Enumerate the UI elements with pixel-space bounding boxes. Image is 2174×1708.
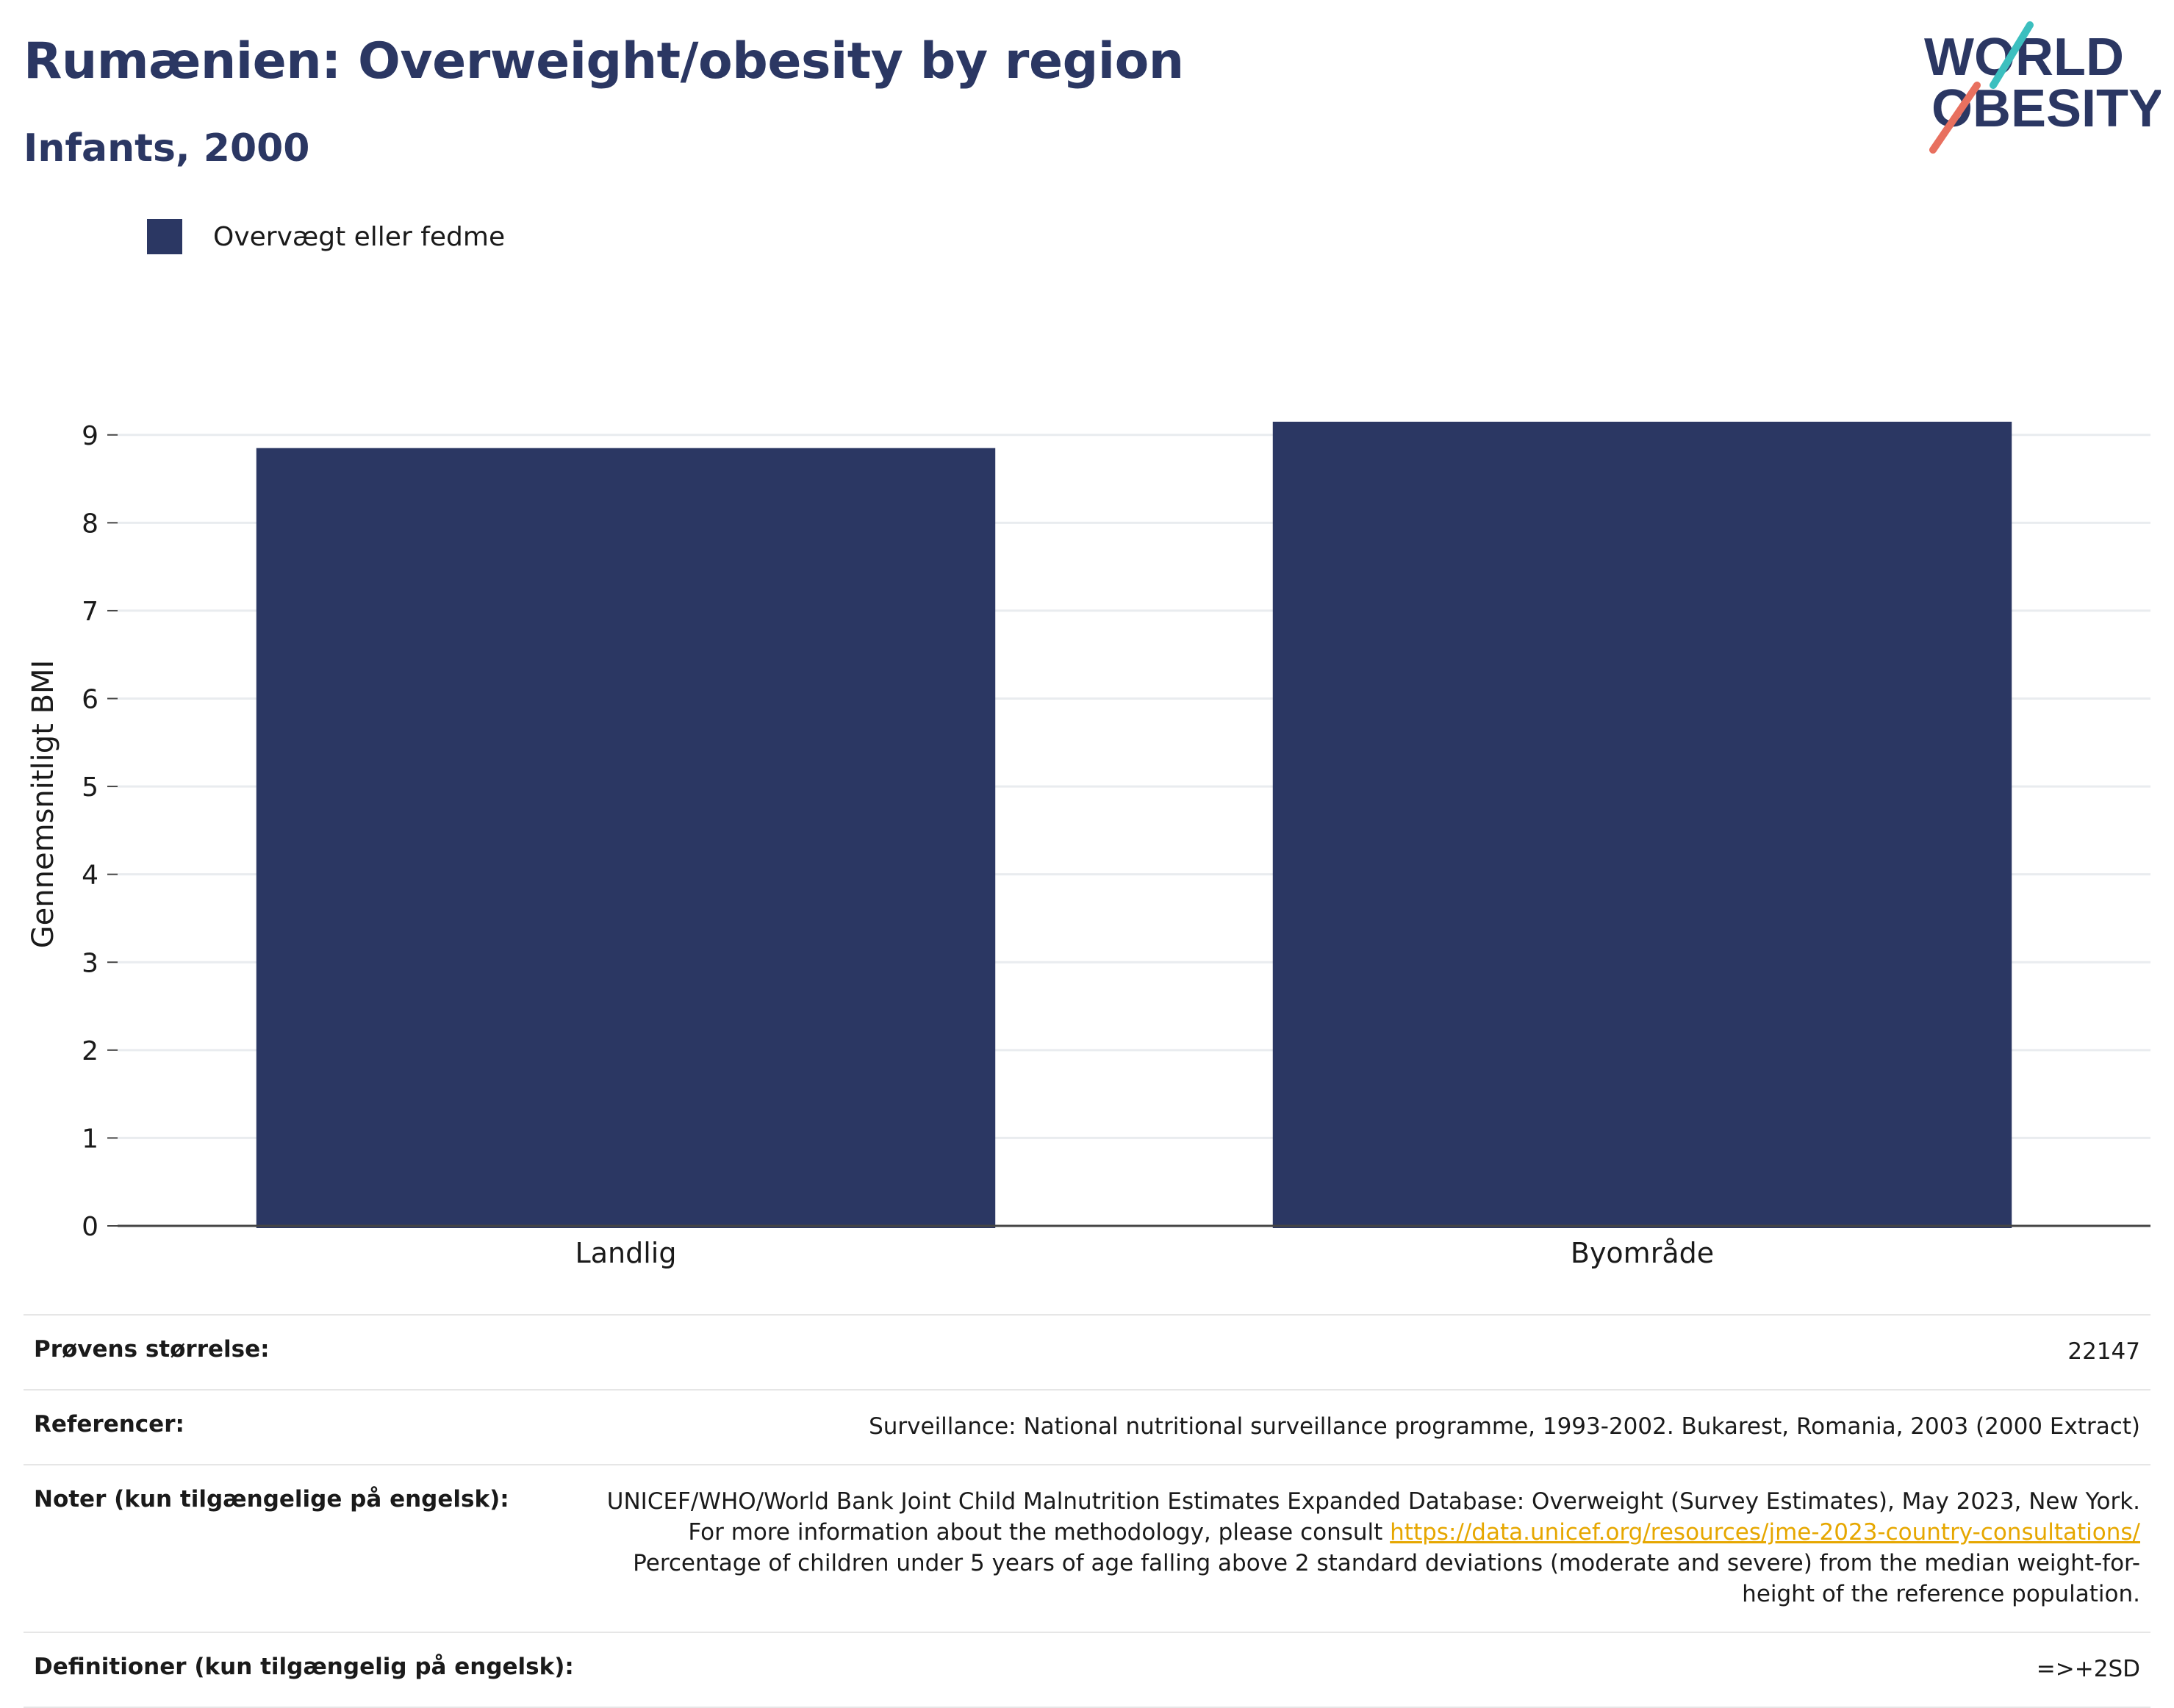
y-tick-label: 0 [82,1212,98,1242]
legend-swatch [147,219,182,254]
logo-slash-coral [1929,82,1981,154]
y-tick-label: 8 [82,509,98,539]
bar-chart: 0 1 2 3 4 5 6 7 8 9 Landlig Byområde Gennemsnitligt … [26,421,2150,1269]
y-axis-title: Gennemsnitligt BMI [26,660,60,949]
metadata-table: Prøvens størrelse: 22147 Referencer: Sur… [24,1314,2150,1708]
definitions-label: Definitioner (kun tilgængelig på engelsk… [34,1654,574,1680]
legend-label: Overvægt eller fedme [213,221,506,252]
y-tick-label: 7 [82,597,98,627]
notes-text-1: UNICEF/WHO/World Bank Joint Child Malnut… [606,1488,2140,1546]
bar [1272,421,2012,1228]
x-tick-label: Byområde [1571,1237,1714,1269]
page-subtitle: Infants, 2000 [24,126,310,171]
logo-text-obesity: OBESITY [1931,79,2161,138]
meta-row-definitions: Definitioner (kun tilgængelig på engelsk… [24,1632,2150,1708]
world-obesity-logo: WORLD OBESITY [1924,21,2161,154]
sample-size-label: Prøvens størrelse: [34,1336,270,1363]
meta-row-references: Referencer: Surveillance: National nutri… [24,1389,2150,1464]
y-tick-label: 5 [82,772,98,803]
references-label: Referencer: [34,1411,184,1438]
notes-label: Noter (kun tilgængelige på engelsk): [34,1486,509,1513]
chart-legend[interactable]: Overvægt eller fedme [147,219,505,254]
meta-row-notes: Noter (kun tilgængelige på engelsk): UNI… [24,1464,2150,1632]
references-value: Surveillance: National nutritional surve… [869,1413,2140,1440]
definitions-value: =>+2SD [2036,1656,2140,1682]
meta-row-sample-size: Prøvens størrelse: 22147 [24,1314,2150,1389]
logo-slash-teal [1990,21,2034,89]
notes-text-2: Percentage of children under 5 years of … [633,1550,2140,1607]
page-title: Rumænien: Overweight/obesity by region [24,32,1184,90]
y-tick-label: 6 [82,685,98,715]
sample-size-value: 22147 [2067,1338,2140,1365]
notes-value: UNICEF/WHO/World Bank Joint Child Malnut… [597,1486,2140,1610]
y-tick-label: 2 [82,1036,98,1066]
bar [256,448,996,1228]
y-tick-label: 4 [82,861,98,891]
x-tick-label: Landlig [575,1237,677,1269]
y-tick-label: 3 [82,948,98,978]
y-tick-label: 9 [82,421,98,451]
y-tick-label: 1 [82,1124,98,1154]
notes-link[interactable]: https://data.unicef.org/resources/jme-20… [1390,1519,2140,1546]
